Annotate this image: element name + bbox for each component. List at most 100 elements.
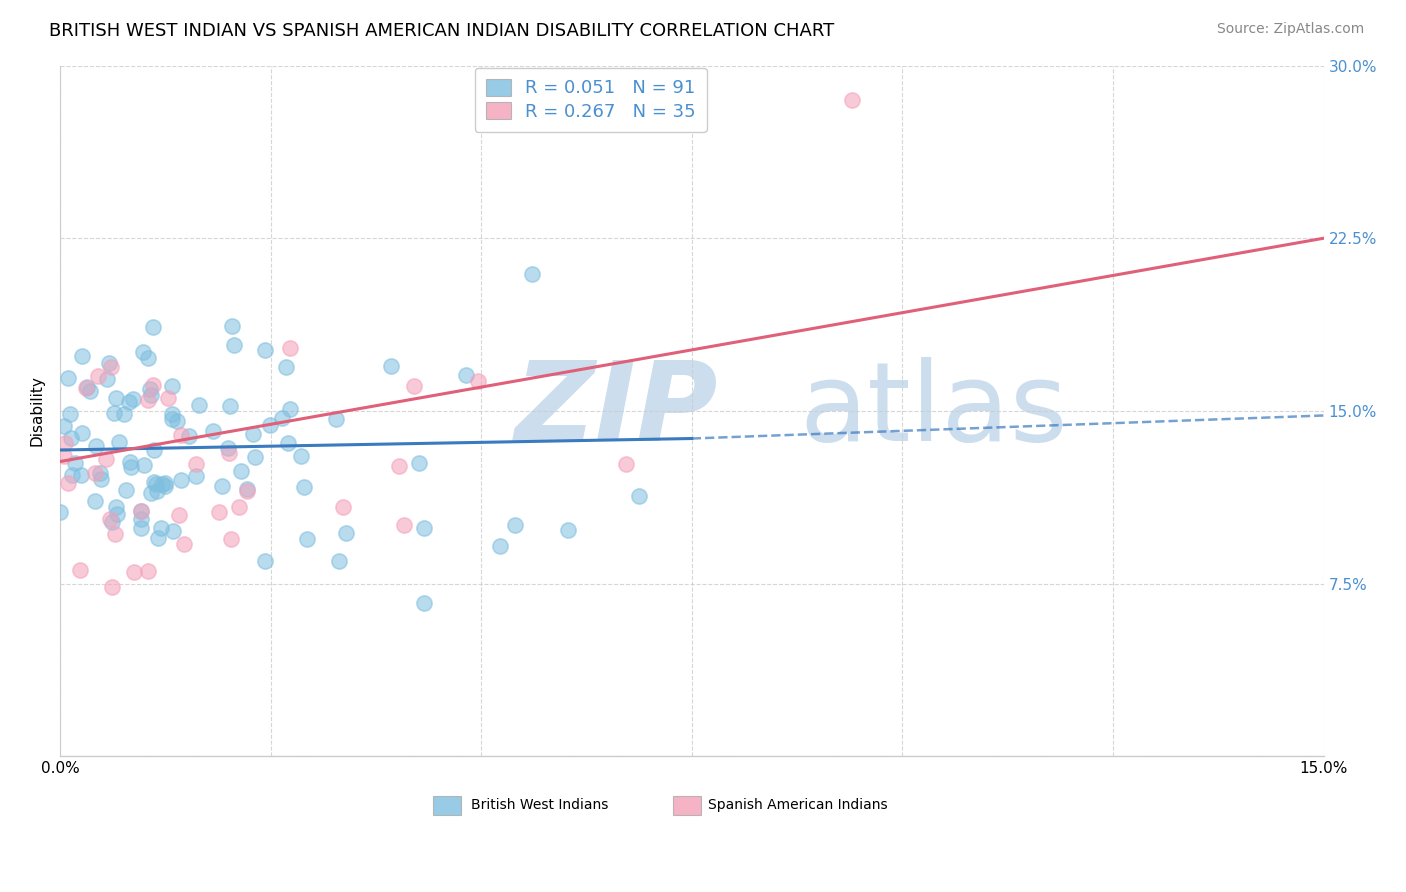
Point	[120, 460, 142, 475]
Point	[402, 379, 425, 393]
Text: BRITISH WEST INDIAN VS SPANISH AMERICAN INDIAN DISABILITY CORRELATION CHART: BRITISH WEST INDIAN VS SPANISH AMERICAN …	[49, 22, 834, 40]
Point	[141, 387, 163, 401]
Point	[53, 436, 76, 450]
Point	[413, 596, 436, 610]
Point	[271, 411, 294, 425]
Point	[150, 477, 173, 491]
Point	[221, 319, 243, 334]
Point	[295, 532, 318, 546]
Point	[145, 476, 167, 491]
Text: ZIP: ZIP	[515, 358, 718, 465]
Point	[218, 446, 240, 460]
Legend: R = 0.051   N = 91, R = 0.267   N = 35: R = 0.051 N = 91, R = 0.267 N = 35	[475, 68, 707, 131]
Point	[294, 480, 316, 494]
Y-axis label: Disability: Disability	[30, 376, 44, 446]
Point	[69, 563, 91, 577]
Point	[224, 338, 246, 352]
Point	[105, 500, 128, 514]
Point	[173, 536, 195, 550]
Point	[254, 343, 277, 357]
Point	[162, 379, 184, 393]
Point	[136, 351, 159, 365]
Point	[408, 456, 430, 470]
Point	[142, 320, 165, 334]
Point	[170, 427, 193, 442]
Point	[335, 525, 357, 540]
Point	[160, 407, 183, 421]
Point	[155, 478, 177, 492]
Point	[148, 531, 170, 545]
Point	[141, 486, 163, 500]
Point	[841, 93, 863, 107]
Point	[124, 565, 146, 579]
Point	[236, 484, 259, 499]
Text: Source: ZipAtlas.com: Source: ZipAtlas.com	[1216, 22, 1364, 37]
Point	[121, 392, 143, 406]
Point	[104, 527, 127, 541]
Point	[143, 442, 166, 457]
Point	[72, 349, 94, 363]
Point	[219, 400, 242, 414]
Point	[98, 512, 121, 526]
Point	[60, 431, 83, 445]
Point	[132, 344, 155, 359]
Point	[243, 450, 266, 465]
Point	[380, 359, 402, 373]
Point	[149, 521, 172, 535]
Point	[52, 449, 75, 463]
Point	[90, 472, 112, 486]
Point	[63, 457, 86, 471]
Point	[614, 457, 637, 471]
Point	[503, 517, 526, 532]
Point	[83, 493, 105, 508]
Point	[129, 521, 152, 535]
Point	[228, 500, 250, 514]
Point	[136, 392, 159, 407]
Point	[86, 440, 108, 454]
Point	[89, 466, 111, 480]
Point	[115, 483, 138, 497]
Point	[188, 398, 211, 412]
Point	[259, 418, 281, 433]
Point	[112, 408, 135, 422]
Point	[627, 489, 650, 503]
Text: atlas: atlas	[799, 358, 1067, 465]
Point	[75, 381, 97, 395]
Text: British West Indians: British West Indians	[471, 798, 607, 813]
Point	[142, 377, 165, 392]
Point	[278, 402, 301, 417]
Point	[100, 359, 122, 374]
Point	[101, 580, 124, 594]
Point	[162, 524, 184, 538]
Point	[131, 503, 153, 517]
Point	[60, 467, 83, 482]
Point	[166, 414, 188, 428]
Point	[208, 505, 231, 519]
Point	[278, 342, 301, 356]
Point	[186, 468, 208, 483]
Point	[59, 407, 82, 421]
Point	[105, 391, 128, 405]
Point	[169, 508, 191, 522]
Point	[96, 372, 118, 386]
Point	[489, 539, 512, 553]
Point	[49, 506, 72, 520]
Point	[120, 455, 142, 469]
Point	[100, 515, 122, 529]
Point	[328, 554, 350, 568]
Point	[142, 475, 165, 489]
FancyBboxPatch shape	[673, 796, 700, 815]
Point	[219, 533, 242, 547]
Point	[98, 356, 121, 370]
Point	[276, 359, 298, 374]
Point	[103, 406, 125, 420]
Point	[277, 436, 299, 450]
Point	[136, 564, 159, 578]
Point	[388, 459, 411, 474]
Point	[169, 473, 191, 487]
Point	[242, 427, 264, 442]
Point	[520, 267, 543, 281]
Point	[105, 507, 128, 521]
Point	[217, 441, 239, 455]
Point	[108, 434, 131, 449]
